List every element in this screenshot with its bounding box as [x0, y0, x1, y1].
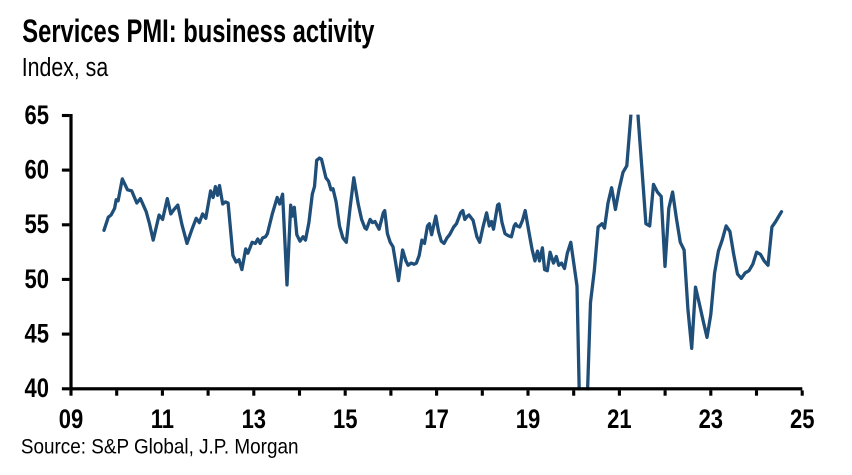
svg-text:50: 50 — [25, 265, 49, 295]
svg-text:19: 19 — [516, 405, 540, 435]
svg-text:23: 23 — [699, 405, 723, 435]
svg-text:Source: S&P Global, J.P. Morga: Source: S&P Global, J.P. Morgan — [21, 436, 299, 459]
svg-text:Services PMI: business activit: Services PMI: business activity — [22, 13, 374, 49]
svg-text:Index, sa: Index, sa — [22, 53, 109, 83]
svg-text:40: 40 — [25, 374, 49, 404]
svg-text:13: 13 — [242, 405, 266, 435]
svg-text:11: 11 — [151, 405, 174, 435]
svg-text:55: 55 — [25, 210, 49, 240]
svg-text:25: 25 — [790, 405, 814, 435]
svg-text:15: 15 — [333, 405, 357, 435]
svg-text:45: 45 — [25, 319, 49, 349]
svg-text:09: 09 — [59, 405, 83, 435]
svg-text:60: 60 — [25, 155, 49, 185]
svg-text:65: 65 — [25, 101, 49, 131]
svg-text:17: 17 — [424, 405, 448, 435]
svg-text:21: 21 — [607, 405, 631, 435]
